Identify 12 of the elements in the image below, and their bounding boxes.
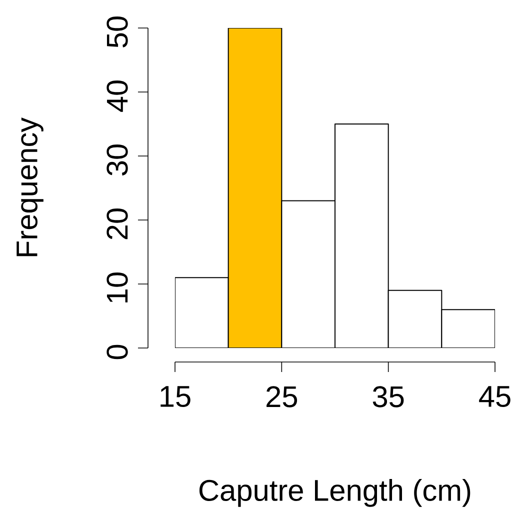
y-tick-label: 0 xyxy=(106,344,128,360)
y-tick-label: 20 xyxy=(106,208,128,240)
x-axis-title: Caputre Length (cm) xyxy=(199,479,470,507)
x-tick-label: 45 xyxy=(479,386,510,408)
y-axis-title: Frequency xyxy=(16,117,44,256)
y-tick-label: 30 xyxy=(106,144,128,176)
y-tick-label: 50 xyxy=(106,16,128,48)
x-tick-label: 35 xyxy=(372,386,404,408)
y-tick-label: 40 xyxy=(106,80,128,112)
y-tick-label: 10 xyxy=(106,272,128,302)
x-tick-label: 25 xyxy=(266,386,298,408)
x-tick-label: 15 xyxy=(160,386,190,408)
